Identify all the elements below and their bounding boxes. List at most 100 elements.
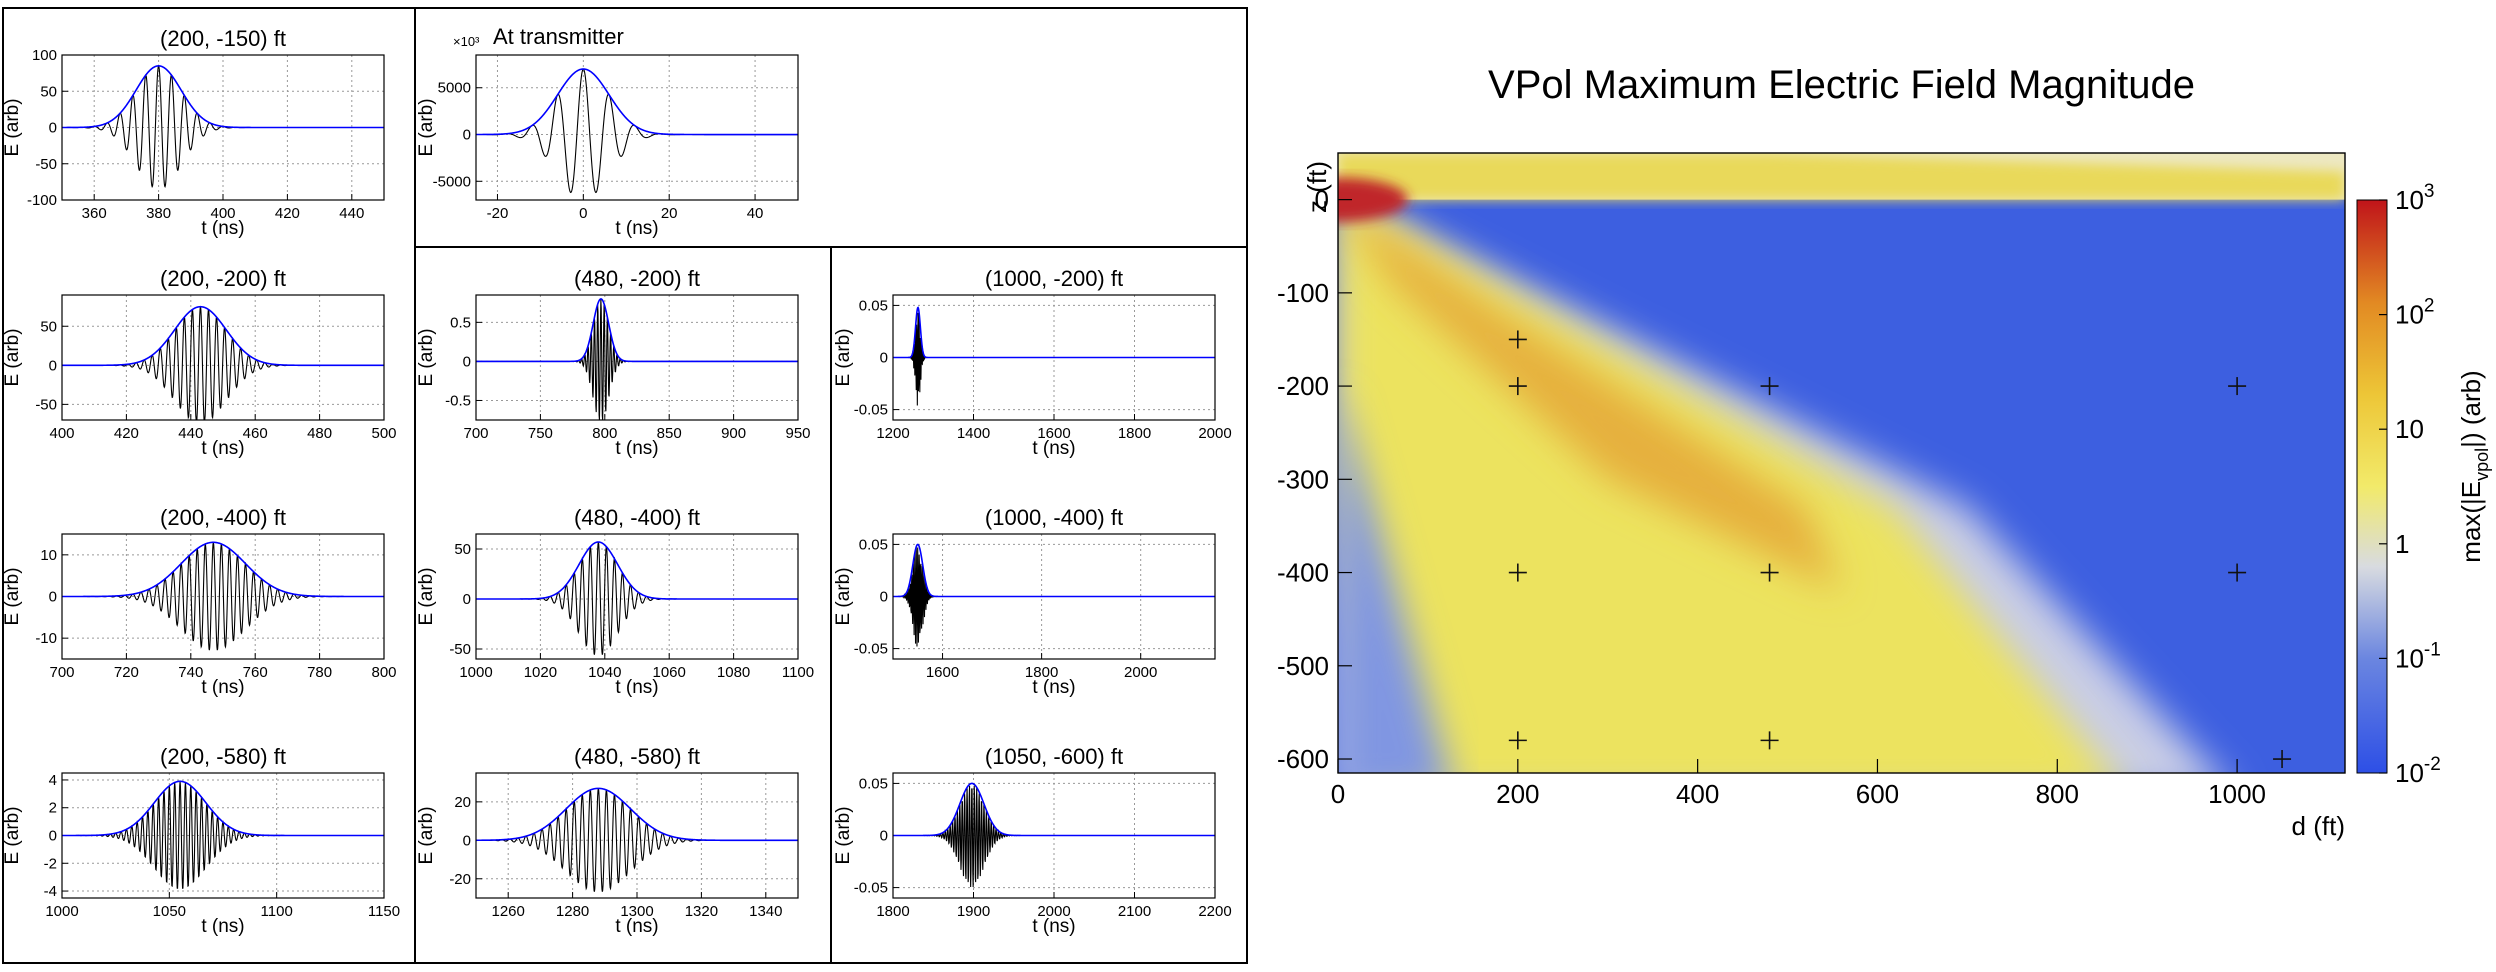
- plot-frame: [892, 533, 1216, 660]
- x-tick-label: 1800: [1025, 664, 1058, 681]
- antenna-marker: [1508, 330, 1527, 349]
- plot-frame: [61, 772, 385, 899]
- y-tick-label: -50: [35, 156, 57, 173]
- y-tick-label: 50: [40, 83, 57, 100]
- y-tick-label: 0.5: [450, 314, 471, 331]
- y-tick-label: 0: [463, 127, 471, 144]
- axis-exponent: ×10³: [453, 34, 480, 49]
- shadow-region: [1338, 386, 1449, 773]
- envelope-trace: [893, 543, 1215, 598]
- y-tick-label: -10: [35, 630, 57, 647]
- x-axis-label: t (ns): [615, 916, 658, 937]
- panel-frames: [2, 7, 1248, 964]
- y-axis-label: E (arb): [416, 567, 437, 625]
- x-tick-label: 0: [579, 205, 587, 222]
- heatmap-title: VPol Maximum Electric Field Magnitude: [1488, 63, 2195, 107]
- x-tick-label: 440: [339, 205, 364, 222]
- y-tick-label: -4: [44, 883, 57, 900]
- waveform-panel-4: -20 0 20 40 -5000 0 5000 At transmitter ×10³ t (n…: [416, 24, 799, 239]
- envelope-trace: [893, 306, 1215, 359]
- y-tick-label: -200: [1277, 371, 1329, 401]
- y-tick-label: -100: [1277, 278, 1329, 308]
- waveform-panel-10: 1800 1900 2000 2100 2200 -0.05 0 0.05 (1050, -60…: [833, 744, 1232, 937]
- envelope-trace: [62, 305, 384, 367]
- x-tick-label: 1040: [588, 664, 621, 681]
- x-tick-label: 800: [2036, 779, 2079, 809]
- x-axis-label: t (ns): [1032, 677, 1075, 698]
- x-tick-label: 1300: [620, 903, 653, 920]
- y-tick-label: 0.05: [859, 297, 888, 314]
- y-axis-label: E (arb): [2, 567, 23, 625]
- x-axis-label: t (ns): [201, 438, 244, 459]
- y-axis-label: E (arb): [833, 567, 854, 625]
- plot-frame: [892, 294, 1216, 421]
- x-tick-label: 800: [592, 425, 617, 442]
- colorbar: [2356, 199, 2388, 774]
- x-tick-label: 0: [1331, 779, 1345, 809]
- colorbar-tick-label: 10-2: [2395, 754, 2441, 788]
- colorbar-tick-label: 103: [2395, 181, 2435, 215]
- y-tick-label: 0: [463, 353, 471, 370]
- x-axis-label: t (ns): [1032, 916, 1075, 937]
- plot-frame: [475, 294, 799, 421]
- y-tick-label: -300: [1277, 464, 1329, 494]
- surface-wave: [1338, 153, 2345, 200]
- x-tick-label: 780: [307, 664, 332, 681]
- panel-title: (1050, -600) ft: [985, 744, 1123, 769]
- x-axis-label: t (ns): [201, 218, 244, 239]
- y-tick-label: 0: [1315, 185, 1329, 215]
- y-axis-label: E (arb): [416, 806, 437, 864]
- x-tick-label: 1320: [685, 903, 718, 920]
- panel-title: (480, -200) ft: [574, 266, 700, 291]
- waveform-panel-2: 700 720 740 760 780 800 -10 0 10 (200, -400) ft t …: [2, 505, 397, 698]
- x-tick-label: 400: [49, 425, 74, 442]
- y-tick-label: -50: [35, 396, 57, 413]
- x-tick-label: 1100: [261, 903, 293, 920]
- x-axis-label: t (ns): [615, 438, 658, 459]
- x-tick-label: 950: [785, 425, 810, 442]
- x-tick-label: 1100: [782, 664, 814, 681]
- y-tick-label: -0.05: [854, 402, 888, 419]
- waveform-panel-6: 1000 1020 1040 1060 1080 1100 -50 0 50 (480, -400…: [416, 505, 814, 698]
- envelope-trace: [62, 541, 384, 598]
- x-tick-label: 850: [657, 425, 682, 442]
- x-tick-label: 1150: [368, 903, 400, 920]
- x-tick-label: -20: [487, 205, 509, 222]
- x-tick-label: 900: [721, 425, 746, 442]
- antenna-marker: [2228, 377, 2247, 396]
- envelope-trace: [476, 541, 798, 600]
- y-tick-label: 0.05: [859, 775, 888, 792]
- x-tick-label: 360: [82, 205, 107, 222]
- antenna-marker: [1508, 377, 1527, 396]
- envelope-trace: [893, 782, 1215, 837]
- plot-frame: [475, 54, 799, 201]
- plot-frame: [61, 294, 385, 421]
- x-tick-label: 20: [661, 205, 678, 222]
- x-tick-label: 420: [275, 205, 300, 222]
- y-tick-label: -0.5: [445, 392, 471, 409]
- x-tick-label: 440: [178, 425, 203, 442]
- x-tick-label: 700: [463, 425, 488, 442]
- panel-title: (1000, -400) ft: [985, 505, 1123, 530]
- y-axis-label: E (arb): [833, 328, 854, 386]
- panel-title: At transmitter: [493, 24, 624, 49]
- x-axis-label: t (ns): [1032, 438, 1075, 459]
- x-tick-label: 460: [243, 425, 268, 442]
- y-tick-label: 0: [49, 828, 57, 845]
- y-tick-label: -50: [449, 641, 471, 658]
- x-tick-label: 380: [146, 205, 171, 222]
- colorbar-tick-label: 10: [2395, 414, 2424, 444]
- waveform-panel-1: 400 420 440 460 480 500 -50 0 50 (200, -200) ft t …: [2, 266, 397, 459]
- antenna-marker: [2273, 750, 2292, 769]
- envelope-trace: [476, 787, 798, 842]
- x-tick-label: 1080: [717, 664, 750, 681]
- y-axis-label: E (arb): [416, 328, 437, 386]
- waveform-panel-5: 700 750 800 850 900 950 -0.5 0 0.5 (480, -200) ft…: [416, 266, 811, 459]
- antenna-marker: [1508, 563, 1527, 582]
- heatmap-frame: [1337, 152, 2346, 774]
- y-tick-label: 0: [880, 828, 888, 845]
- y-tick-label: 0: [49, 589, 57, 606]
- panel-title: (200, -150) ft: [160, 26, 286, 51]
- y-tick-label: -0.05: [854, 641, 888, 658]
- y-axis-label: E (arb): [2, 98, 23, 156]
